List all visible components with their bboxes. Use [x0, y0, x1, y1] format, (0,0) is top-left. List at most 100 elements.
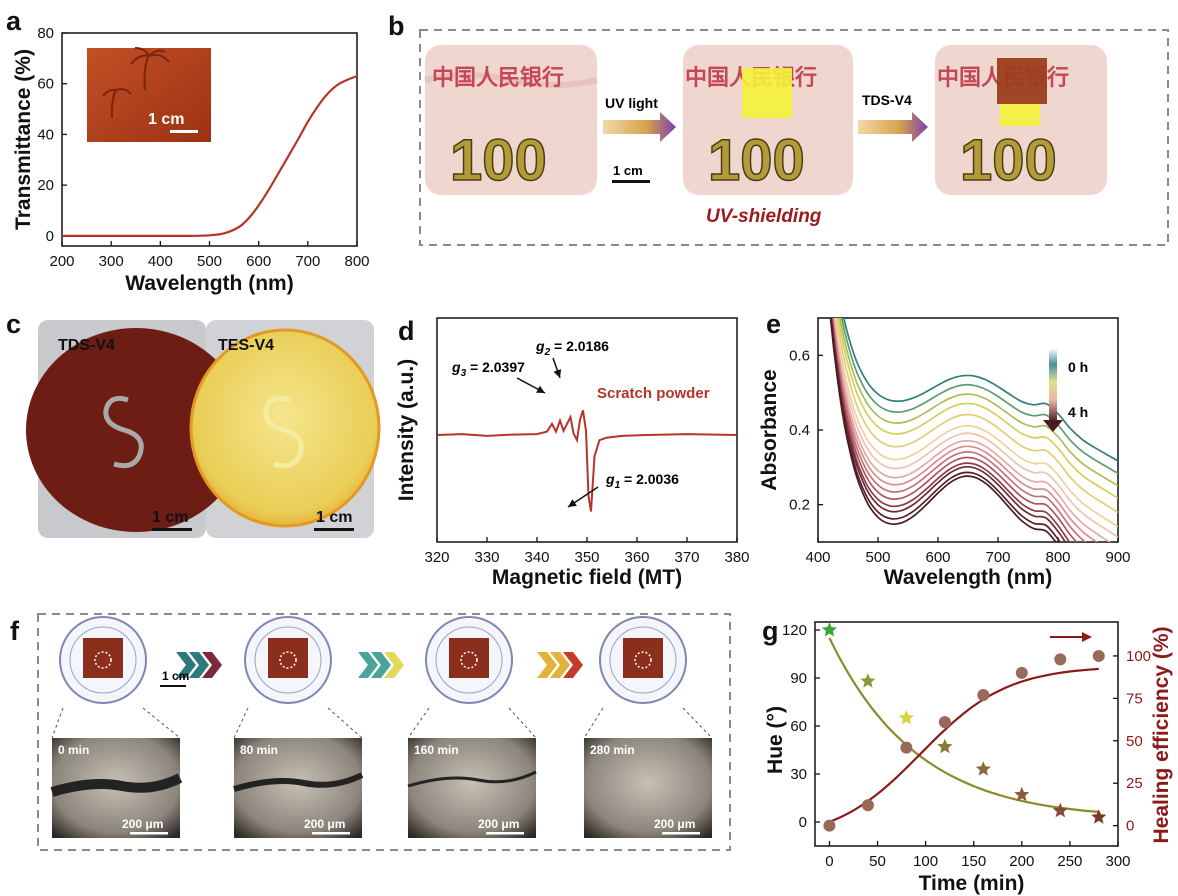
- g-value-annotation-0: g3 = 2.0397: [451, 359, 525, 379]
- chevron-icon-2-0: [537, 652, 557, 678]
- chevron-icon-0-1: [189, 652, 209, 678]
- tds-v4-arrow: TDS-V4: [858, 92, 928, 142]
- chevron-icon-1-1: [371, 652, 391, 678]
- chart-g-left-ytick-label-4: 120: [782, 622, 807, 639]
- university-logo-2: [425, 616, 513, 704]
- chart-a-xtick-label-4: 600: [246, 253, 271, 270]
- chart-g-ylabel-left: Hue (°): [764, 706, 787, 774]
- absorbance-curve-7: [832, 318, 1111, 542]
- absorbance-curve-8: [832, 318, 1099, 542]
- chart-g-right-ytick-label-0: 0: [1126, 818, 1134, 835]
- micrograph-2: 160 min 200 μm: [407, 707, 537, 838]
- healing-fit-curve: [828, 667, 1099, 824]
- note-value-2: 100: [708, 128, 805, 193]
- absorbance-curve-10: [830, 318, 1078, 542]
- transmittance-curve: [61, 75, 358, 238]
- right-axis-pointer-head: [1082, 632, 1092, 642]
- panel-a: a 200 300 400 500 600 700 800 0 20 40 60 80 Waveleng…: [6, 6, 370, 295]
- chart-e-xtick-label-2: 600: [925, 549, 950, 566]
- micrograph-scale-bar-0: [130, 832, 168, 835]
- hue-point-2: [898, 710, 914, 725]
- g-value-arrowhead-2: [568, 499, 577, 507]
- absorbance-chart: 400 500 600 700 800 900 0.2 0.4 0.6 0 h 4 h Wavelen…: [758, 317, 1131, 589]
- chart-d-xtick-label-1: 330: [474, 549, 499, 566]
- tes-v4-label: TES-V4: [218, 337, 274, 354]
- logo-inner-ring-3: [609, 626, 677, 694]
- chart-a-ylabel: Transmittance (%): [12, 49, 35, 230]
- hue-point-6: [1052, 802, 1068, 818]
- chevron-icon-0-0: [176, 652, 196, 678]
- chart-g-xtick-label-5: 250: [1057, 853, 1082, 870]
- chevron-icon-0-2: [202, 652, 222, 678]
- micrograph-3: 280 min 200 μm: [583, 707, 713, 838]
- chart-g-right-ytick-label-3: 75: [1126, 690, 1143, 707]
- absorbance-curve-13: [829, 318, 1062, 542]
- g-value-arrowhead-0: [536, 385, 545, 393]
- logo-inner-ring-1: [254, 626, 322, 694]
- panel-a-letter: a: [6, 6, 22, 36]
- time-legend-bottom: 4 h: [1068, 404, 1088, 420]
- transmittance-chart: 200 300 400 500 600 700 800 0 20 40 60 80 Wavelength…: [12, 25, 370, 295]
- university-logo-0: [59, 616, 147, 704]
- crack-line-0: [50, 773, 183, 797]
- chart-g-xlabel: Time (min): [919, 872, 1025, 895]
- panel-f-frame: [37, 613, 731, 851]
- panel-e-letter: e: [766, 309, 781, 339]
- chart-e-xlabel: Wavelength (nm): [884, 566, 1052, 589]
- micrograph-1: 80 min 200 μm: [233, 707, 364, 838]
- epr-chart: 320 330 340 350 360 370 380 Scratch powder g3 = …: [395, 317, 750, 589]
- hue-point-7: [1091, 809, 1107, 824]
- micrograph-image-1: [234, 738, 362, 838]
- panel-g-letter: g: [762, 616, 779, 646]
- zoom-guide-left-0: [51, 707, 64, 739]
- banknote-photo-2: 中国人民银行 100: [683, 45, 853, 195]
- micrograph-0: 0 min 200 μm: [50, 707, 183, 838]
- logo-healing-film-2: [449, 638, 489, 678]
- panel-g: g 0 50 100 150 200 250 300 0 30 60 90 120 0 25 50 75 100…: [762, 616, 1173, 895]
- note-value-3: 100: [960, 128, 1057, 193]
- logo-sequence: [59, 616, 687, 704]
- panel-c-scale-left-label: 1 cm: [152, 509, 188, 526]
- chart-d-xtick-label-2: 340: [524, 549, 549, 566]
- logo-healing-film-0: [83, 638, 123, 678]
- banknote-photo-3: 中国人民银行 100: [935, 45, 1107, 195]
- absorbance-curve-2: [839, 318, 1118, 487]
- chart-d-xtick-label-5: 370: [674, 549, 699, 566]
- chart-e-xtick-label-3: 700: [985, 549, 1010, 566]
- chart-a-xlabel: Wavelength (nm): [125, 272, 293, 295]
- logo-inner-ring-2: [435, 626, 503, 694]
- chart-a-ytick-label-4: 80: [37, 25, 54, 42]
- university-logo-3: [599, 616, 687, 704]
- chart-a-ytick-label-3: 60: [37, 76, 54, 93]
- logo-healing-film-3: [623, 638, 663, 678]
- absorbance-curve-9: [831, 318, 1087, 542]
- panel-b-letter: b: [388, 11, 405, 41]
- svg-text:中国人民银行: 中国人民银行: [432, 65, 564, 90]
- chart-g-right-ytick-label-1: 25: [1126, 775, 1143, 792]
- chevron-icon-2-1: [550, 652, 570, 678]
- absorbance-curve-4: [835, 318, 1118, 514]
- healing-point-7: [1092, 649, 1105, 662]
- hue-fit-curve: [828, 637, 1099, 813]
- logo-scratch-marker-1: [279, 651, 297, 669]
- crack-line-1: [233, 772, 364, 792]
- chart-g-left-ytick-label-0: 0: [799, 814, 807, 831]
- micrograph-image-2: [408, 738, 536, 838]
- chart-e-xtick-label-0: 400: [805, 549, 830, 566]
- micrograph-scale-label-1: 200 μm: [304, 817, 345, 831]
- crack-line-2: [407, 770, 537, 788]
- hue-point-1: [860, 673, 876, 688]
- chevron-icon-1-2: [384, 652, 404, 678]
- uv-light-arrow: UV light: [603, 95, 676, 142]
- chart-e-ylabel: Absorbance: [758, 369, 781, 490]
- micrograph-time-label-3: 280 min: [590, 743, 635, 757]
- chart-a-ytick-label-1: 20: [37, 177, 54, 194]
- time-legend-top: 0 h: [1068, 359, 1088, 375]
- panel-d: d 320 330 340 350 360 370 380 Scratch powder g3 …: [395, 316, 750, 589]
- healing-point-4: [977, 688, 990, 701]
- tds-v4-arrow-label: TDS-V4: [862, 92, 912, 108]
- banknote-photo-1: 中国人民银行 100: [424, 45, 598, 195]
- panel-c-scale-right-bar: [314, 528, 354, 531]
